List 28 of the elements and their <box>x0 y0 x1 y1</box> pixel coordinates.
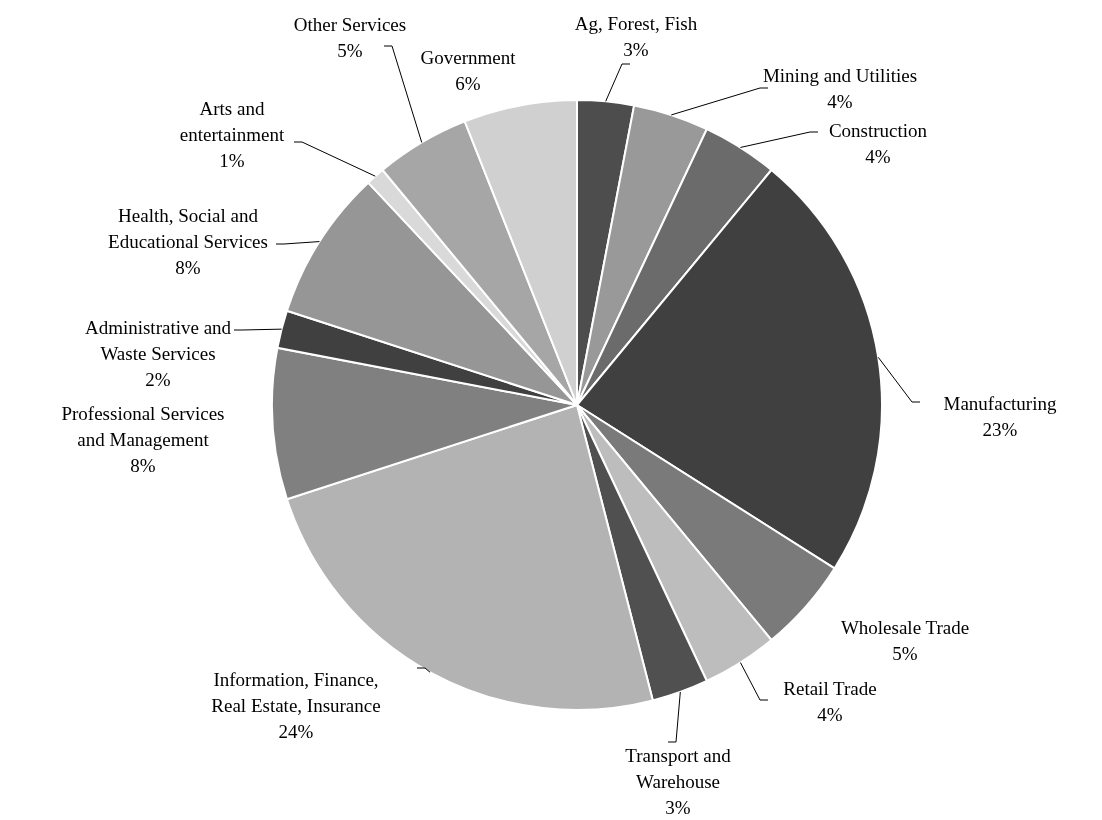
slice-label: Manufacturing <box>943 393 1057 414</box>
slice-label: Transport and Warehouse <box>625 745 732 792</box>
data-label: 5% <box>892 643 918 664</box>
slice-label: Retail Trade <box>783 678 877 699</box>
data-label: 5% <box>337 40 363 61</box>
slice-label: Construction <box>828 120 928 141</box>
data-label: 4% <box>865 146 891 167</box>
slice-label: Other Services <box>293 14 407 35</box>
slice-label: Arts and entertainment <box>179 98 285 145</box>
data-label: 24% <box>278 721 314 742</box>
data-label: 8% <box>175 257 201 278</box>
data-label: 8% <box>130 455 156 476</box>
data-label: 4% <box>827 91 853 112</box>
slice-label: Wholesale Trade <box>840 617 970 638</box>
slice-label: Ag, Forest, Fish <box>574 13 698 34</box>
slice-label: Health, Social and Educational Services <box>108 205 268 252</box>
data-label: 1% <box>219 150 245 171</box>
slice-label: Information, Finance, Real Estate, Insurance <box>211 669 381 716</box>
slice-label: Administrative and Waste Services <box>84 317 232 364</box>
data-label: 3% <box>665 797 691 818</box>
slice-label: Government <box>420 47 517 68</box>
data-label: 6% <box>455 73 481 94</box>
slice-label: Professional Services and Management <box>61 403 225 450</box>
data-label: 23% <box>982 419 1018 440</box>
data-label: 3% <box>623 39 649 60</box>
data-label: 4% <box>817 704 843 725</box>
slice-label: Mining and Utilities <box>762 65 918 86</box>
data-label: 2% <box>145 369 171 390</box>
